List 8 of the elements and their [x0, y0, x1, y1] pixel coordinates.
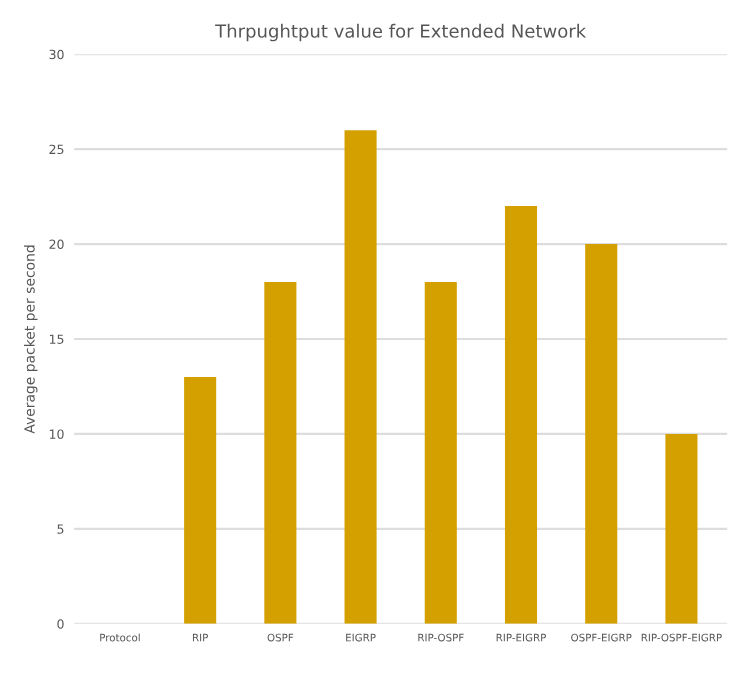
chart-title: Thrpughtput value for Extended Network — [215, 23, 587, 42]
bar — [665, 433, 698, 624]
bar — [504, 206, 538, 624]
bar — [344, 130, 377, 624]
bar — [424, 282, 457, 624]
bar — [264, 282, 297, 624]
bar — [585, 244, 618, 624]
bar — [184, 376, 217, 624]
